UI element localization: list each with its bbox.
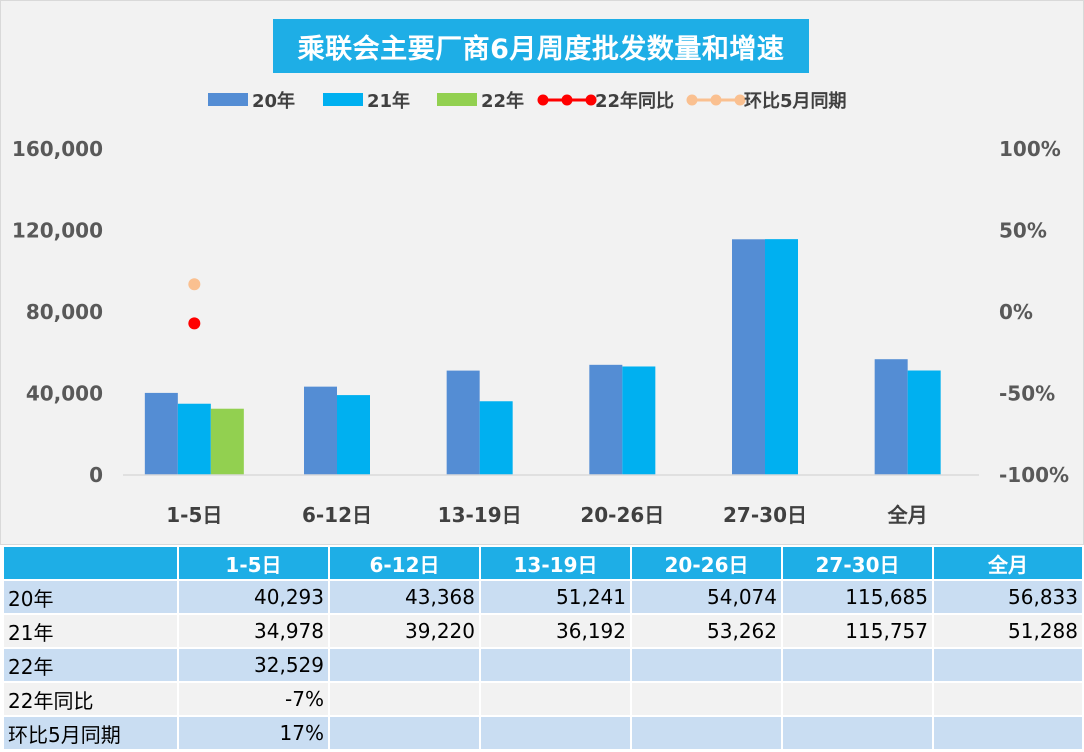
table-header-cell: 6-12日 <box>328 545 481 581</box>
x-tick-label: 全月 <box>887 503 928 527</box>
table-header-cell <box>2 545 179 581</box>
table-cell <box>479 715 632 751</box>
table-cell <box>932 647 1084 683</box>
table-cell <box>630 681 783 717</box>
bar-21年-全月 <box>907 370 941 475</box>
legend-marker-22年同比 <box>537 94 549 106</box>
legend-swatch-20年 <box>208 93 248 106</box>
x-tick-label: 6-12日 <box>302 503 372 527</box>
row-label: 22年 <box>2 647 179 683</box>
legend-label-22年: 22年 <box>481 90 524 112</box>
table-cell: 51,288 <box>932 613 1084 649</box>
legend-swatch-21年 <box>323 93 363 106</box>
table-cell <box>781 715 934 751</box>
x-tick-label: 13-19日 <box>438 503 522 527</box>
y-left-tick-label: 40,000 <box>26 382 103 406</box>
table-cell <box>781 647 934 683</box>
bar-20年-全月 <box>874 359 908 475</box>
table-cell <box>479 681 632 717</box>
row-label: 20年 <box>2 579 179 615</box>
table-cell <box>328 681 481 717</box>
table-cell: 51,241 <box>479 579 632 615</box>
y-left-tick-label: 160,000 <box>12 137 103 161</box>
point-环比5月同期-1-5日 <box>188 278 201 291</box>
table-cell: 36,192 <box>479 613 632 649</box>
table-cell: 39,220 <box>328 613 481 649</box>
bar-22年-1-5日 <box>210 408 244 475</box>
legend-label-22年同比: 22年同比 <box>595 90 674 112</box>
row-label: 环比5月同期 <box>2 715 179 751</box>
table-header-cell: 全月 <box>932 545 1084 581</box>
table-header-cell: 20-26日 <box>630 545 783 581</box>
bar-21年-27-30日 <box>765 239 798 475</box>
table-row: 20年 40,293 43,368 51,241 54,074 115,685 … <box>2 579 1084 615</box>
y-right-tick-label: -50% <box>999 382 1055 406</box>
bar-21年-13-19日 <box>479 401 513 475</box>
y-right-tick-label: 0% <box>999 300 1033 324</box>
table-row: 22年同比 -7% <box>2 681 1084 717</box>
bar-21年-20-26日 <box>622 366 656 475</box>
bar-20年-13-19日 <box>446 370 480 475</box>
table-row: 22年 32,529 <box>2 647 1084 683</box>
table-cell: 56,833 <box>932 579 1084 615</box>
row-label: 22年同比 <box>2 681 179 717</box>
table-cell <box>932 681 1084 717</box>
table-cell: 43,368 <box>328 579 481 615</box>
y-right-tick-label: 100% <box>999 137 1061 161</box>
data-table: 1-5日 6-12日 13-19日 20-26日 27-30日 全月 20年 4… <box>2 545 1084 751</box>
x-tick-label: 27-30日 <box>723 503 807 527</box>
legend-marker-22年同比 <box>585 94 597 106</box>
chart-title: 乘联会主要厂商6月周度批发数量和增速 <box>273 19 809 73</box>
table-header-cell: 1-5日 <box>177 545 330 581</box>
y-left-tick-label: 0 <box>89 463 103 487</box>
table-cell <box>781 681 934 717</box>
y-left-tick-label: 80,000 <box>26 300 103 324</box>
x-tick-label: 20-26日 <box>580 503 664 527</box>
legend-marker-环比5月同期 <box>710 94 722 106</box>
table-header-row: 1-5日 6-12日 13-19日 20-26日 27-30日 全月 <box>2 545 1084 581</box>
table-header-cell: 27-30日 <box>781 545 934 581</box>
table-cell: 17% <box>177 715 330 751</box>
legend-label-环比5月同期: 环比5月同期 <box>744 91 847 112</box>
chart-panel: 乘联会主要厂商6月周度批发数量和增速 0 40,000 80,000 120,000 1… <box>0 0 1084 545</box>
table-cell: 34,978 <box>177 613 330 649</box>
legend-marker-环比5月同期 <box>686 94 698 106</box>
bar-20年-20-26日 <box>589 364 623 475</box>
table-header-cell: 13-19日 <box>479 545 632 581</box>
table-cell <box>328 715 481 751</box>
table-cell <box>630 647 783 683</box>
table-cell: 115,685 <box>781 579 934 615</box>
y-left-tick-label: 120,000 <box>12 219 103 243</box>
table-cell: 54,074 <box>630 579 783 615</box>
legend-marker-22年同比 <box>561 94 573 106</box>
table-cell: 53,262 <box>630 613 783 649</box>
table-cell: 40,293 <box>177 579 330 615</box>
table-cell: 32,529 <box>177 647 330 683</box>
table-cell: 115,757 <box>781 613 934 649</box>
bar-21年-6-12日 <box>337 395 370 475</box>
legend-swatch-22年 <box>437 93 477 106</box>
chart-canvas: 0 40,000 80,000 120,000 160,000 -100% -50% 0% 50… <box>12 90 1069 527</box>
bar-21年-1-5日 <box>177 403 211 475</box>
table-cell <box>479 647 632 683</box>
x-tick-label: 1-5日 <box>166 503 222 527</box>
legend-label-21年: 21年 <box>367 90 410 112</box>
bar-20年-27-30日 <box>732 239 765 475</box>
bar-20年-1-5日 <box>144 392 178 475</box>
table-row: 21年 34,978 39,220 36,192 53,262 115,757 … <box>2 613 1084 649</box>
legend-label-20年: 20年 <box>252 90 295 112</box>
table-cell <box>630 715 783 751</box>
legend-marker-环比5月同期 <box>734 94 746 106</box>
y-right-tick-label: -100% <box>999 463 1069 487</box>
table-cell <box>932 715 1084 751</box>
point-22年同比-1-5日 <box>188 317 201 330</box>
table-row: 环比5月同期 17% <box>2 715 1084 751</box>
y-right-tick-label: 50% <box>999 219 1047 243</box>
table-cell: -7% <box>177 681 330 717</box>
table-cell <box>328 647 481 683</box>
bar-20年-6-12日 <box>304 386 337 475</box>
row-label: 21年 <box>2 613 179 649</box>
